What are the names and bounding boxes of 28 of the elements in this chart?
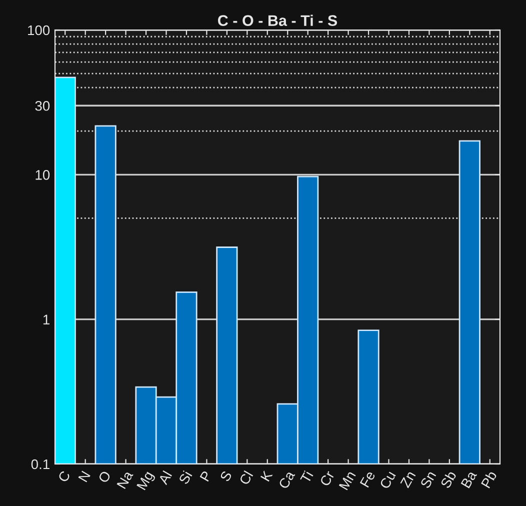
x-tick-label: Zn (400, 470, 416, 488)
x-tick-label: Al (158, 470, 172, 486)
x-tick-label: Pb (480, 470, 498, 488)
y-tick-label: 0.1 (31, 459, 50, 470)
x-tick-label: Mn (338, 470, 356, 490)
y-tick-label: 1 (43, 314, 50, 324)
x-tick-label: Sn (420, 470, 436, 489)
y-tick-label: 100 (28, 25, 50, 36)
x-tick-label: Ti (300, 470, 314, 484)
x-tick-label: P (200, 470, 212, 482)
chart-title: C - O - Ba - Ti - S (218, 14, 338, 26)
y-tick-label: 30 (35, 100, 50, 111)
x-tick-label: Na (116, 470, 134, 490)
x-tick-label: Si (178, 470, 192, 485)
x-tick-label: N (78, 470, 90, 482)
x-tick-label: Sb (440, 470, 457, 489)
y-tick-label: 10 (36, 170, 50, 180)
x-tick-label: Cl (238, 470, 254, 486)
x-tick-label: Cr (319, 470, 335, 487)
x-tick-label: Cu (379, 470, 396, 490)
x-tick-label: O (98, 470, 112, 484)
x-tick-label: C (58, 470, 71, 483)
x-tick-label: Fe (360, 470, 376, 488)
x-tick-label: Mg (136, 470, 156, 492)
x-tick-label: Ba (460, 470, 478, 488)
x-tick-label: K (260, 470, 273, 482)
x-tick-label: Ca (278, 470, 296, 490)
x-tick-label: S (220, 470, 232, 482)
